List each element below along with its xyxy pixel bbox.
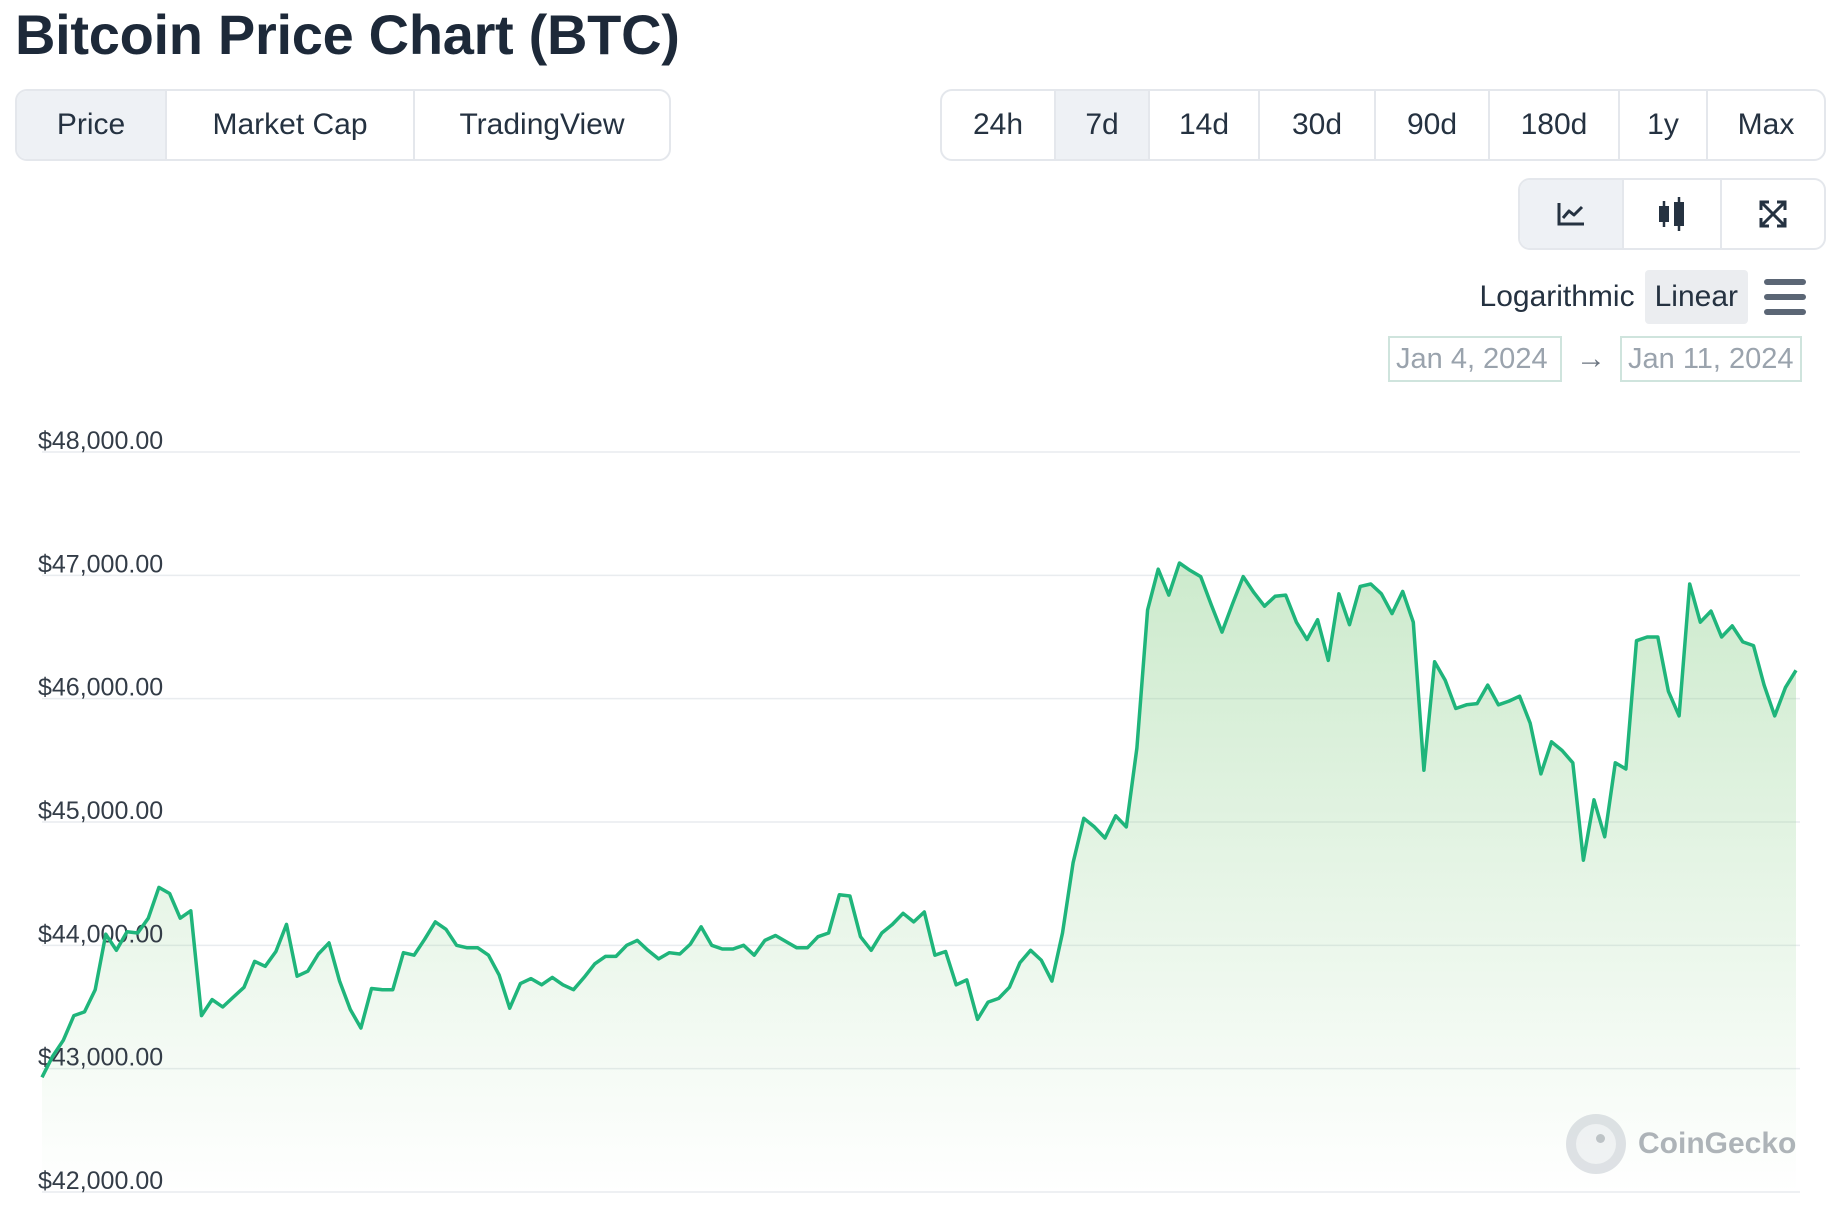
y-tick-label: $45,000.00 (38, 797, 163, 825)
candlestick-icon (1659, 197, 1684, 231)
range-1y-button[interactable]: 1y (1620, 91, 1708, 159)
line-chart-button[interactable] (1520, 180, 1624, 248)
date-range-arrow: → (1576, 342, 1606, 375)
range-14d-button[interactable]: 14d (1150, 91, 1260, 159)
y-tick-label: $47,000.00 (38, 550, 163, 578)
hamburger-menu-icon[interactable] (1764, 279, 1806, 315)
coingecko-watermark: CoinGecko (1566, 1114, 1796, 1174)
range-7d-button[interactable]: 7d (1056, 91, 1150, 159)
gecko-logo-icon (1566, 1114, 1626, 1174)
tab-tradingview[interactable]: TradingView (459, 108, 625, 141)
price-area-fill (42, 563, 1796, 1192)
y-tick-label: $48,000.00 (38, 427, 163, 455)
date-from-input[interactable] (1388, 336, 1562, 382)
y-axis: $48,000.00 $47,000.00 $46,000.00 $45,000.00… (38, 427, 163, 1195)
watermark-text: CoinGecko (1638, 1127, 1797, 1160)
y-tick-label: $46,000.00 (38, 674, 163, 702)
time-range-selector: 24h 7d 14d 30d 90d 180d 1y Max (940, 89, 1826, 161)
range-180d-button[interactable]: 180d (1490, 91, 1620, 159)
range-30d-button[interactable]: 30d (1260, 91, 1376, 159)
range-24h-button[interactable]: 24h (942, 91, 1056, 159)
linear-option[interactable]: Linear (1644, 270, 1748, 324)
scale-toggle: Logarithmic Linear (1470, 270, 1806, 324)
date-to-input[interactable] (1620, 336, 1802, 382)
candlestick-button[interactable] (1624, 180, 1722, 248)
tab-price[interactable]: Price (17, 91, 167, 159)
date-range: → (1388, 336, 1802, 382)
fullscreen-icon (1759, 200, 1787, 228)
tab-market-cap[interactable]: Market Cap (167, 91, 415, 159)
line-chart-icon (1557, 203, 1584, 226)
y-tick-label: $42,000.00 (38, 1167, 163, 1195)
range-max-button[interactable]: Max (1737, 108, 1795, 141)
range-90d-button[interactable]: 90d (1376, 91, 1490, 159)
logarithmic-option[interactable]: Logarithmic (1479, 280, 1635, 313)
price-line (40, 561, 1798, 1079)
page-title: Bitcoin Price Chart (BTC) (15, 3, 680, 66)
fullscreen-button[interactable] (1722, 180, 1824, 248)
chart-tools (1518, 178, 1826, 250)
chart-type-tabs: Price Market Cap TradingView (15, 89, 671, 161)
